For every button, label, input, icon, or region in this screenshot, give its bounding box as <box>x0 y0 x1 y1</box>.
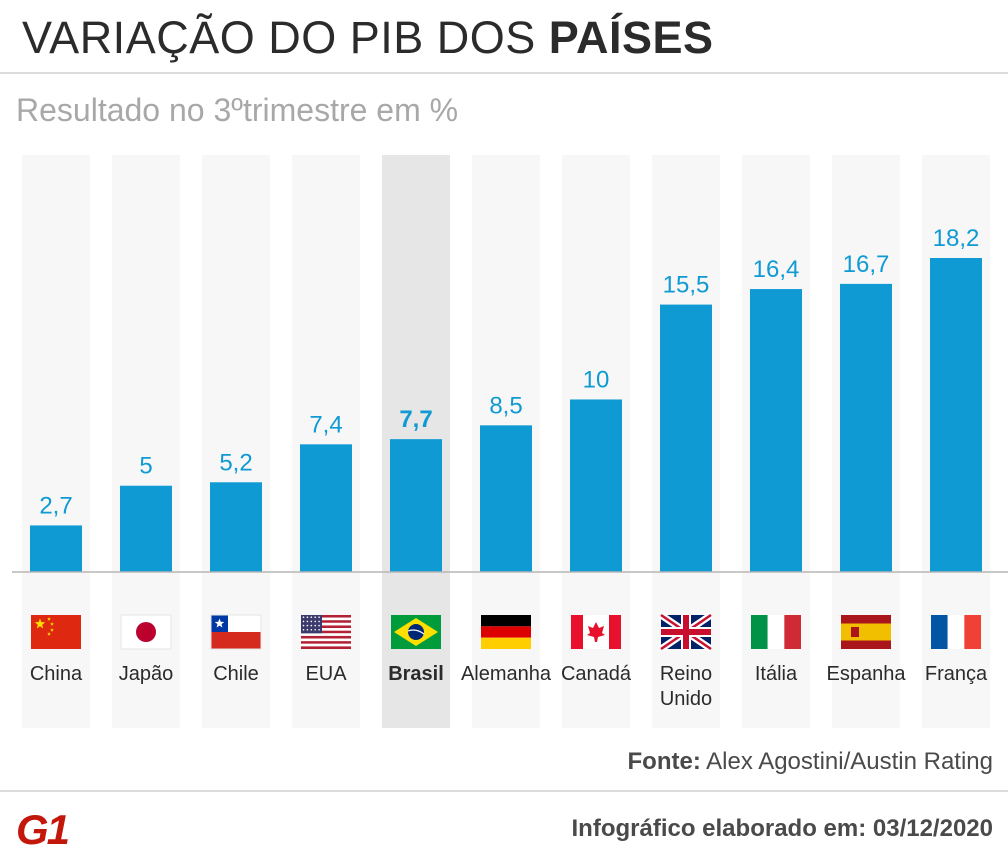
usa-flag-icon <box>301 615 351 649</box>
france-flag-icon <box>931 615 981 649</box>
footer-divider <box>0 790 1008 792</box>
value-label-6: 10 <box>583 366 610 393</box>
uk-flag-icon <box>659 612 713 652</box>
title-bold: PAÍSES <box>548 12 714 63</box>
bar-8 <box>750 289 802 572</box>
value-label-9: 16,7 <box>843 251 890 278</box>
italy-flag-icon <box>751 615 801 649</box>
source-label: Fonte: <box>627 748 701 775</box>
bar-3 <box>300 444 352 572</box>
china-flag-icon <box>31 615 81 649</box>
title-regular: VARIAÇÃO DO PIB DOS <box>22 12 536 63</box>
subtitle: Resultado no 3ºtrimestre em % <box>16 92 459 128</box>
category-label-2: Chile <box>213 663 259 685</box>
bar-5 <box>480 425 532 572</box>
bar-chart: 2,7 China 5 Japão 5,2 Chile 7,4 EUA 7,7 Brasil 8,5… <box>12 155 1008 728</box>
bar-10 <box>930 258 982 572</box>
bar-0 <box>30 525 82 572</box>
source-text: Alex Agostini/Austin Rating <box>706 748 993 775</box>
category-label-3: EUA <box>305 663 347 685</box>
category-label-1: Japão <box>119 663 174 685</box>
category-label-7-0: Reino <box>660 663 712 685</box>
bar-6 <box>570 399 622 572</box>
japan-flag-icon <box>120 614 172 650</box>
infographic-date: Infográfico elaborado em: 03/12/2020 <box>571 815 994 842</box>
category-label-10: França <box>925 663 988 685</box>
g1-logo-text: G1 <box>16 806 69 850</box>
bar-2 <box>210 482 262 572</box>
category-label-6: Canadá <box>561 663 632 685</box>
category-label-0: China <box>30 663 83 685</box>
brazil-flag-icon <box>391 615 441 649</box>
category-label-5: Alemanha <box>461 663 552 685</box>
bar-9 <box>840 283 892 572</box>
category-label-4: Brasil <box>388 663 444 685</box>
value-label-3: 7,4 <box>309 411 342 438</box>
spain-flag-icon <box>841 615 891 649</box>
value-label-4: 7,7 <box>399 406 432 433</box>
category-label-9: Espanha <box>827 663 907 685</box>
value-label-1: 5 <box>139 453 152 480</box>
canada-flag-icon <box>571 615 621 649</box>
category-label-8: Itália <box>755 663 798 685</box>
chile-flag-icon <box>210 614 262 650</box>
g1-logo: G1 <box>16 806 71 850</box>
title-divider <box>0 72 1008 74</box>
category-label-7-1: Unido <box>660 688 712 710</box>
bar-1 <box>120 485 172 572</box>
value-label-10: 18,2 <box>933 225 980 252</box>
page-title: VARIAÇÃO DO PIB DOS PAÍSES <box>22 12 714 64</box>
value-label-5: 8,5 <box>489 392 522 419</box>
germany-flag-icon <box>481 615 531 649</box>
source-credit: Fonte: Alex Agostini/Austin Rating <box>628 748 993 776</box>
bar-4 <box>390 439 442 572</box>
value-label-0: 2,7 <box>39 492 72 519</box>
value-label-8: 16,4 <box>753 256 800 283</box>
value-label-7: 15,5 <box>663 272 710 299</box>
value-label-2: 5,2 <box>219 449 252 476</box>
bar-7 <box>660 304 712 572</box>
